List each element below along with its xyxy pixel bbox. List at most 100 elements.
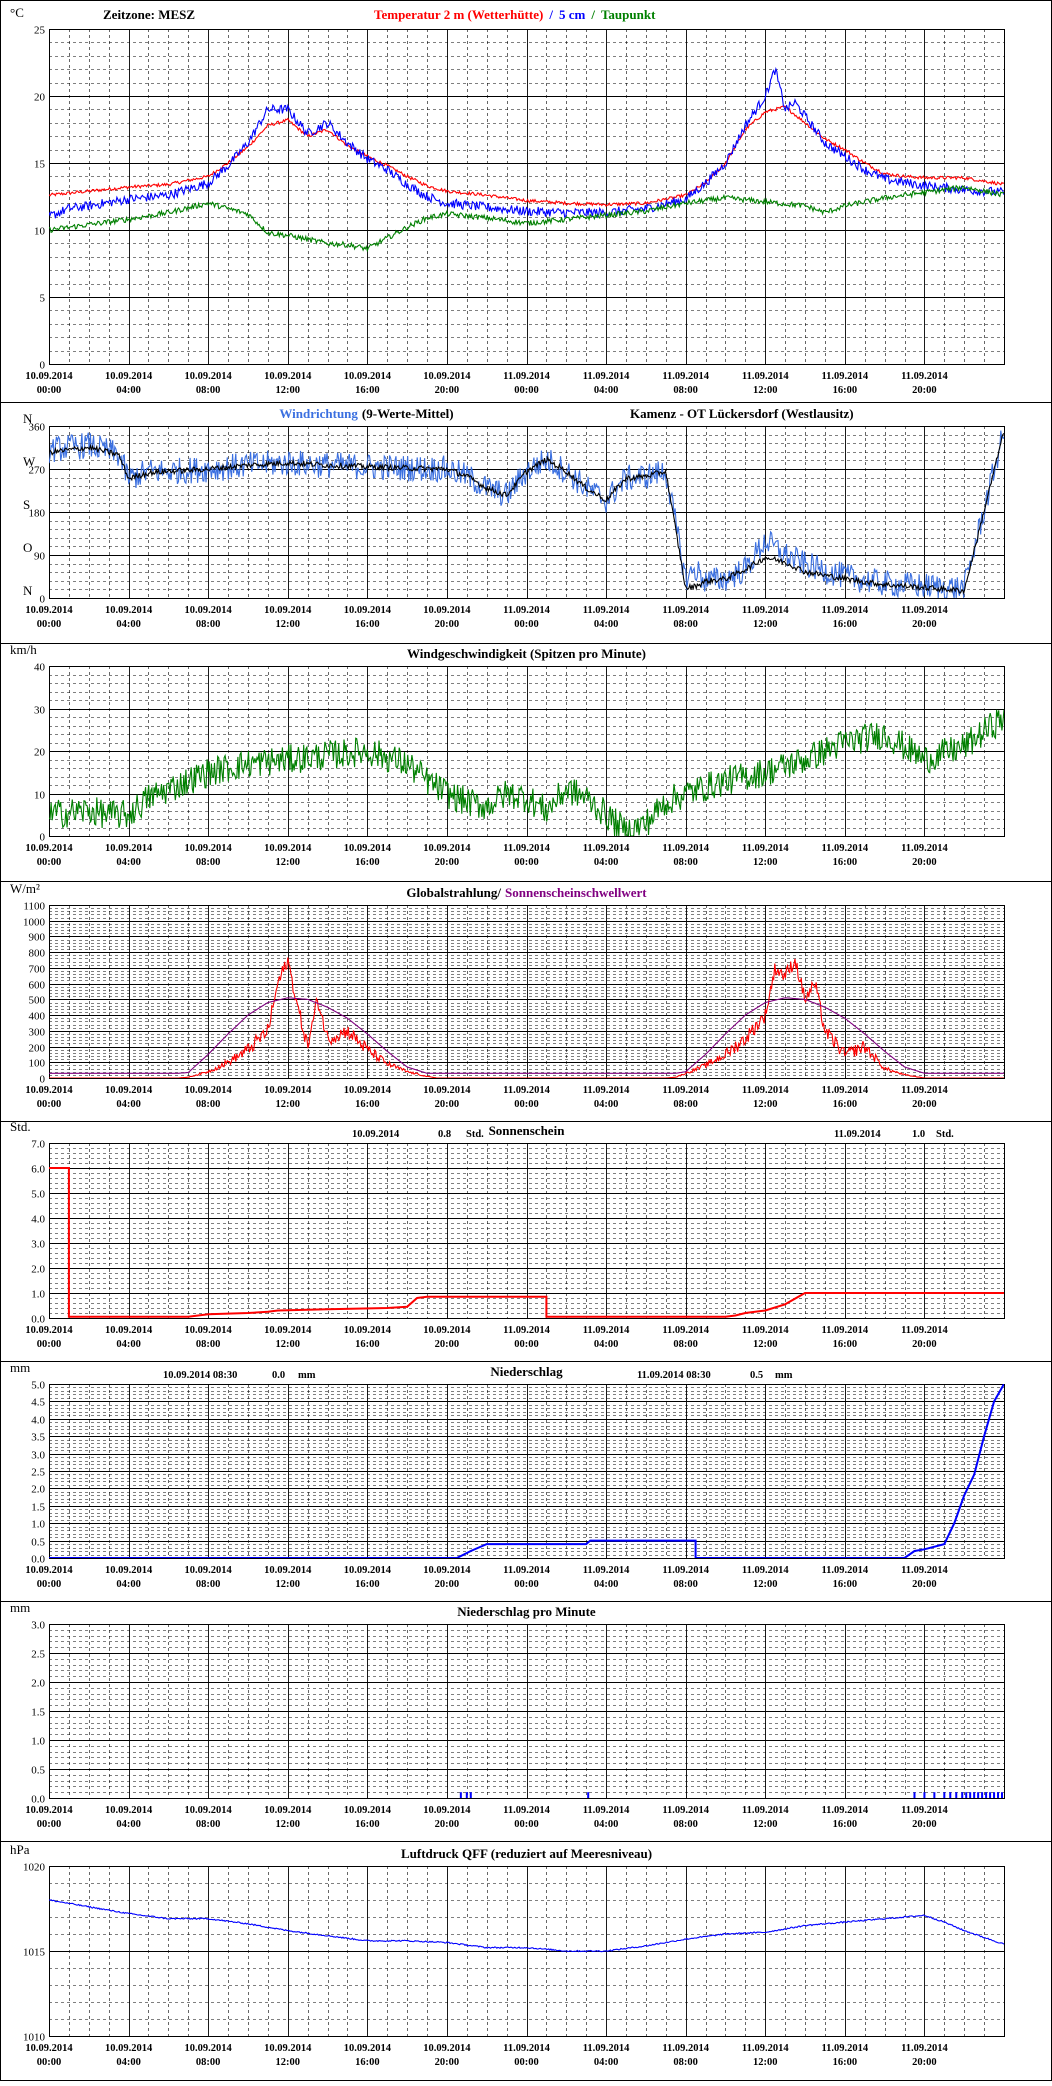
y-tick-label: 500 bbox=[29, 995, 46, 1007]
bar-mark bbox=[913, 1792, 916, 1798]
x-tick-date: 10.09.2014 bbox=[25, 843, 73, 854]
x-tick-date: 11.09.2014 bbox=[583, 1325, 630, 1336]
x-tick-time: 04:00 bbox=[116, 619, 141, 630]
unit-label: km/h bbox=[10, 642, 37, 657]
x-tick-time: 20:00 bbox=[435, 2057, 460, 2068]
x-tick-date: 11.09.2014 bbox=[742, 1565, 789, 1576]
y-tick-label: 800 bbox=[29, 948, 46, 960]
title-part: Taupunkt bbox=[601, 7, 656, 22]
x-tick-date: 10.09.2014 bbox=[105, 2043, 153, 2054]
x-tick-date: 11.09.2014 bbox=[901, 843, 948, 854]
y-tick-label: 25 bbox=[34, 25, 46, 37]
series-line bbox=[49, 1384, 1004, 1558]
title-part: Windgeschwindigkeit (Spitzen pro Minute) bbox=[407, 646, 646, 661]
x-tick-date: 11.09.2014 bbox=[583, 1805, 630, 1816]
x-tick-date: 10.09.2014 bbox=[264, 605, 312, 616]
title-part: Luftdruck QFF (reduziert auf Meeresnivea… bbox=[401, 1846, 652, 1861]
y-tick-label: 2.0 bbox=[31, 1678, 45, 1690]
compass-label: N bbox=[23, 411, 33, 426]
x-tick-time: 04:00 bbox=[116, 385, 141, 396]
x-tick-time: 00:00 bbox=[37, 385, 62, 396]
x-tick-date: 11.09.2014 bbox=[821, 2043, 868, 2054]
x-tick-time: 16:00 bbox=[833, 619, 858, 630]
annotation-date: 10.09.2014 bbox=[352, 1129, 400, 1140]
x-tick-time: 20:00 bbox=[912, 857, 937, 868]
y-tick-label: 300 bbox=[29, 1027, 46, 1039]
x-tick-time: 12:00 bbox=[753, 385, 778, 396]
y-tick-label: 30 bbox=[34, 705, 46, 717]
x-tick-date: 11.09.2014 bbox=[901, 1565, 948, 1576]
plot-frame bbox=[49, 29, 1005, 365]
title-part: Niederschlag bbox=[490, 1364, 563, 1379]
x-tick-date: 11.09.2014 bbox=[503, 371, 550, 382]
x-tick-time: 12:00 bbox=[753, 1819, 778, 1830]
x-tick-time: 12:00 bbox=[753, 619, 778, 630]
x-tick-date: 11.09.2014 bbox=[503, 1325, 550, 1336]
title-part: Niederschlag pro Minute bbox=[457, 1604, 596, 1619]
bar-mark bbox=[965, 1792, 968, 1798]
y-tick-label: 1.5 bbox=[31, 1502, 45, 1514]
bar-mark bbox=[973, 1792, 976, 1798]
bar-mark bbox=[977, 1792, 980, 1798]
plot-frame bbox=[49, 1384, 1005, 1559]
compass-label: W bbox=[23, 454, 36, 469]
x-tick-time: 16:00 bbox=[833, 1339, 858, 1350]
x-tick-time: 00:00 bbox=[37, 1819, 62, 1830]
x-tick-time: 16:00 bbox=[833, 857, 858, 868]
y-tick-label: 5.0 bbox=[31, 1380, 45, 1392]
x-tick-date: 10.09.2014 bbox=[344, 1325, 392, 1336]
x-tick-date: 10.09.2014 bbox=[105, 843, 153, 854]
y-tick-label: 0.5 bbox=[31, 1765, 45, 1777]
y-tick-label: 0.5 bbox=[31, 1537, 45, 1549]
title-part: Sonnenscheinschwellwert bbox=[505, 885, 647, 900]
x-tick-date: 10.09.2014 bbox=[25, 1565, 73, 1576]
series-line bbox=[49, 66, 1004, 219]
x-tick-date: 11.09.2014 bbox=[583, 2043, 630, 2054]
x-tick-date: 10.09.2014 bbox=[105, 1325, 153, 1336]
x-tick-date: 11.09.2014 bbox=[742, 1325, 789, 1336]
x-tick-time: 04:00 bbox=[594, 385, 619, 396]
station-title: Kamenz - OT Lückersdorf (Westlausitz) bbox=[630, 406, 854, 421]
y-tick-label: 1.0 bbox=[31, 1289, 45, 1301]
panel-sunshine: 0.0 1.0 2.0 3.0 4.0 5.0 6.0 7.0 10.09.2014 00:00 1… bbox=[0, 1119, 1052, 1362]
plot-frame bbox=[49, 1624, 1005, 1799]
x-tick-time: 00:00 bbox=[514, 1819, 539, 1830]
y-tick-label: 400 bbox=[29, 1011, 46, 1023]
x-tick-time: 16:00 bbox=[355, 1339, 380, 1350]
y-tick-label: 1000 bbox=[23, 917, 46, 929]
annotation-unit: Std. bbox=[936, 1129, 954, 1140]
x-tick-time: 00:00 bbox=[37, 857, 62, 868]
x-tick-time: 20:00 bbox=[912, 1339, 937, 1350]
annotation-value: 0.5 bbox=[750, 1370, 763, 1381]
x-tick-date: 11.09.2014 bbox=[503, 1805, 550, 1816]
y-tick-label: 3.5 bbox=[31, 1432, 45, 1444]
x-tick-time: 12:00 bbox=[276, 2057, 301, 2068]
x-tick-time: 08:00 bbox=[673, 1339, 698, 1350]
x-tick-date: 10.09.2014 bbox=[185, 2043, 233, 2054]
title-part: 5 cm bbox=[559, 7, 586, 22]
x-tick-date: 11.09.2014 bbox=[583, 843, 630, 854]
x-tick-time: 04:00 bbox=[594, 2057, 619, 2068]
y-tick-label: 1100 bbox=[23, 901, 45, 913]
unit-label: mm bbox=[10, 1360, 30, 1375]
x-tick-time: 16:00 bbox=[355, 619, 380, 630]
x-tick-time: 04:00 bbox=[594, 1819, 619, 1830]
x-tick-date: 10.09.2014 bbox=[423, 371, 471, 382]
x-tick-date: 11.09.2014 bbox=[742, 1085, 789, 1096]
x-tick-date: 10.09.2014 bbox=[423, 1805, 471, 1816]
bar-mark bbox=[469, 1792, 472, 1798]
x-tick-time: 20:00 bbox=[912, 1099, 937, 1110]
annotation-unit: mm bbox=[298, 1370, 316, 1381]
y-tick-label: 180 bbox=[29, 508, 46, 520]
series-line bbox=[49, 105, 1004, 207]
chart-title: Niederschlag bbox=[490, 1364, 563, 1379]
x-tick-time: 00:00 bbox=[514, 2057, 539, 2068]
x-tick-time: 12:00 bbox=[276, 1099, 301, 1110]
bar-mark bbox=[459, 1792, 462, 1798]
x-tick-date: 10.09.2014 bbox=[344, 1805, 392, 1816]
y-tick-label: 4.0 bbox=[31, 1214, 45, 1226]
panel-precipitation: 0.0 0.5 1.0 1.5 2.0 2.5 3.0 3.5 4.0 4.5 5.0 10.09.2… bbox=[0, 1360, 1052, 1602]
x-tick-time: 20:00 bbox=[435, 857, 460, 868]
x-tick-date: 11.09.2014 bbox=[901, 605, 948, 616]
x-tick-date: 10.09.2014 bbox=[423, 1085, 471, 1096]
